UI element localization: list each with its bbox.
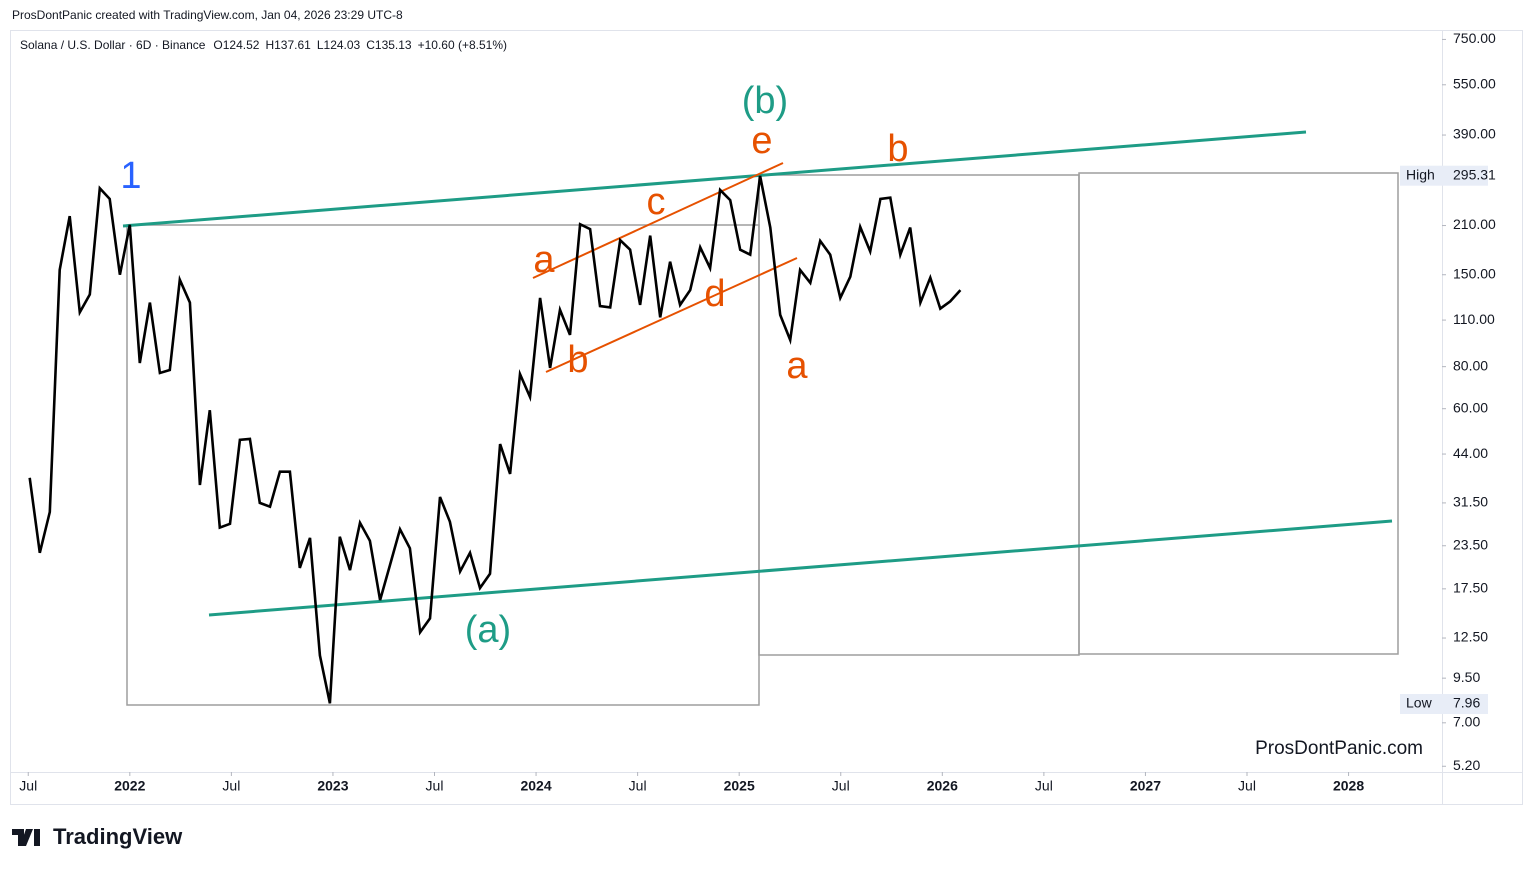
price-label-name: High [1406, 166, 1435, 182]
wave-label: a [786, 345, 808, 387]
wave-label: b [887, 128, 908, 170]
price-label-box [1400, 694, 1488, 715]
price-label-box [1400, 165, 1488, 186]
channel-line [532, 162, 784, 279]
trend-line [208, 519, 1393, 617]
y-tick-label: 9.50 [1453, 669, 1480, 685]
series-layer [28, 175, 962, 704]
wave-label: 1 [120, 155, 141, 197]
x-tick-label: Jul [1238, 778, 1256, 794]
wave-labels: 1 (b) e b c a d b a (a) [120, 80, 908, 651]
x-tick-label: 2025 [724, 778, 755, 794]
ohlc-value: +10.60 (+8.51%) [418, 38, 507, 52]
x-tick-label: 2024 [520, 778, 551, 794]
x-tick-label: Jul [426, 778, 444, 794]
wave-label: d [704, 273, 725, 315]
price-label-value: 295.31 [1453, 166, 1496, 182]
y-tick-label: 150.00 [1453, 265, 1496, 281]
y-tick-label: 60.00 [1453, 399, 1488, 415]
ohlc-value: H137.61 [265, 38, 311, 52]
y-tick-label: 550.00 [1453, 75, 1496, 91]
range-box [758, 174, 1080, 656]
header: ProsDontPanic created with TradingView.c… [12, 8, 403, 22]
x-tick-label: Jul [1035, 778, 1053, 794]
y-tick-label: 210.00 [1453, 216, 1496, 232]
x-tick-label: Jul [222, 778, 240, 794]
wave-label: a [533, 239, 555, 281]
chart-frame [10, 30, 1523, 805]
logo-mark [12, 829, 40, 846]
y-tick-label: 390.00 [1453, 126, 1496, 142]
ohlc-value: L124.03 [317, 38, 361, 52]
x-tick-label: 2027 [1130, 778, 1161, 794]
trend-line [122, 130, 1307, 228]
x-tick-label: 2028 [1333, 778, 1364, 794]
y-tick-label: 750.00 [1453, 30, 1496, 46]
ohlc-value: C135.13 [366, 38, 412, 52]
y-tick-label: 110.00 [1453, 311, 1495, 327]
y-tick-label: 23.50 [1453, 536, 1488, 552]
price-line [28, 175, 962, 704]
x-tick-label: Jul [629, 778, 647, 794]
y-tick-label: 7.00 [1453, 714, 1480, 730]
x-tick-label: Jul [832, 778, 850, 794]
y-tick-label: 44.00 [1453, 445, 1488, 461]
x-tick-label: 2026 [927, 778, 958, 794]
x-tick-label: 2022 [114, 778, 145, 794]
wave-label: b [567, 339, 588, 381]
y-tick-label: 17.50 [1453, 580, 1488, 596]
logo-text: TradingView [53, 824, 183, 849]
y-tick-label: 80.00 [1453, 357, 1488, 373]
range-box [1078, 172, 1399, 655]
watermark: ProsDontPanic.com [1255, 738, 1423, 759]
ohlc-value: O124.52 [213, 38, 259, 52]
y-tick-label: 12.50 [1453, 629, 1488, 645]
y-tick-label: 5.20 [1453, 757, 1480, 773]
wave-label: (b) [742, 80, 788, 122]
legend: Solana / U.S. Dollar · 6D · Binance [20, 38, 206, 52]
x-tick-label: 2023 [317, 778, 348, 794]
price-label-value: 7.96 [1453, 695, 1480, 711]
wave-label: e [751, 120, 772, 162]
channel-line [545, 257, 798, 373]
wave-label: c [647, 181, 666, 223]
symbol-title: Solana / U.S. Dollar · 6D · Binance [20, 38, 206, 52]
price-label-name: Low [1406, 695, 1433, 711]
wave-label: (a) [465, 609, 511, 651]
logo: TradingView [12, 824, 183, 849]
y-tick-label: 31.50 [1453, 494, 1488, 510]
x-tick-label: Jul [19, 778, 37, 794]
